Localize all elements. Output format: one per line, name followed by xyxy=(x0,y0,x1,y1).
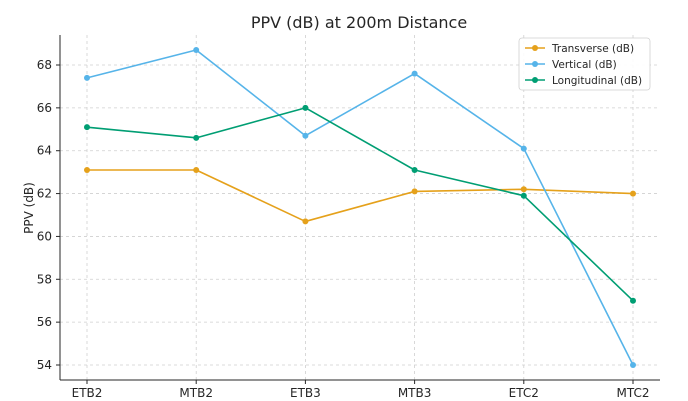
y-tick-label-58: 58 xyxy=(37,272,52,286)
y-tick-labels: 54 56 58 60 62 64 66 68 xyxy=(37,58,52,372)
data-point-transverse-db-MTC2 xyxy=(630,190,636,197)
y-tick-label-62: 62 xyxy=(37,187,52,201)
series-longitudinal-db xyxy=(84,104,636,304)
data-point-vertical-db-MTB3 xyxy=(411,70,418,77)
series-line-transverse-db xyxy=(87,169,634,223)
data-point-longitudinal-db-MTB3 xyxy=(411,167,418,173)
y-tick-label-56: 56 xyxy=(37,315,52,329)
x-tick-labels: ETB2 MTB2 ETB3 MTB3 ETC2 MTC2 xyxy=(72,386,650,400)
y-tick-label-68: 68 xyxy=(37,58,52,72)
y-tick-label-54: 54 xyxy=(37,358,52,372)
x-tick-label-ETB2: ETB2 xyxy=(72,386,103,400)
series-line-vertical-db xyxy=(86,49,634,366)
legend-item-transverse-db: Transverse (dB) xyxy=(525,43,634,55)
data-point-vertical-db-MTB2 xyxy=(193,47,200,53)
legend: Transverse (dB) Vertical (dB) Longitudinal… xyxy=(518,37,651,91)
legend-label-transverse-db: Transverse (dB) xyxy=(551,43,634,55)
data-point-longitudinal-db-ETB2 xyxy=(84,124,90,131)
x-tick-label-ETB3: ETB3 xyxy=(290,386,321,400)
data-point-vertical-db-ETB2 xyxy=(84,74,90,81)
x-tick-label-ETC2: ETC2 xyxy=(509,386,539,400)
series-transverse-db xyxy=(84,167,636,225)
series-vertical-db xyxy=(84,47,636,368)
legend-label-longitudinal-db: Longitudinal (dB) xyxy=(552,75,642,87)
x-tick-label-MTC2: MTC2 xyxy=(617,386,650,400)
data-point-transverse-db-ETC2 xyxy=(520,186,527,193)
x-tick-label-MTB2: MTB2 xyxy=(179,386,213,400)
data-point-transverse-db-ETB2 xyxy=(84,167,90,173)
x-tick-label-MTB3: MTB3 xyxy=(398,386,432,400)
axes xyxy=(56,35,660,384)
data-point-transverse-db-MTB3 xyxy=(411,188,418,195)
legend-marker-vertical-db xyxy=(532,61,538,67)
data-series xyxy=(84,47,636,368)
data-point-vertical-db-ETB3 xyxy=(302,132,309,139)
data-point-longitudinal-db-ETC2 xyxy=(520,192,527,199)
y-tick-label-66: 66 xyxy=(37,101,52,115)
y-tick-label-60: 60 xyxy=(37,229,52,243)
legend-marker-longitudinal-db xyxy=(532,77,538,83)
legend-item-longitudinal-db: Longitudinal (dB) xyxy=(525,75,642,87)
data-point-longitudinal-db-MTC2 xyxy=(630,297,636,304)
series-line-longitudinal-db xyxy=(86,107,634,302)
chart-title: PPV (dB) at 200m Distance xyxy=(251,13,467,32)
data-point-longitudinal-db-MTB2 xyxy=(193,134,200,141)
data-point-longitudinal-db-ETB3 xyxy=(302,104,309,111)
data-point-transverse-db-MTB2 xyxy=(193,167,200,173)
legend-marker-transverse-db xyxy=(532,45,538,51)
legend-box xyxy=(518,37,651,91)
data-point-transverse-db-ETB3 xyxy=(302,218,309,225)
data-point-vertical-db-ETC2 xyxy=(520,145,527,152)
legend-item-vertical-db: Vertical (dB) xyxy=(525,59,617,71)
legend-label-vertical-db: Vertical (dB) xyxy=(552,59,617,71)
y-tick-label-64: 64 xyxy=(37,144,52,158)
y-axis-label: PPV (dB) xyxy=(22,182,36,234)
data-point-vertical-db-MTC2 xyxy=(630,362,636,368)
